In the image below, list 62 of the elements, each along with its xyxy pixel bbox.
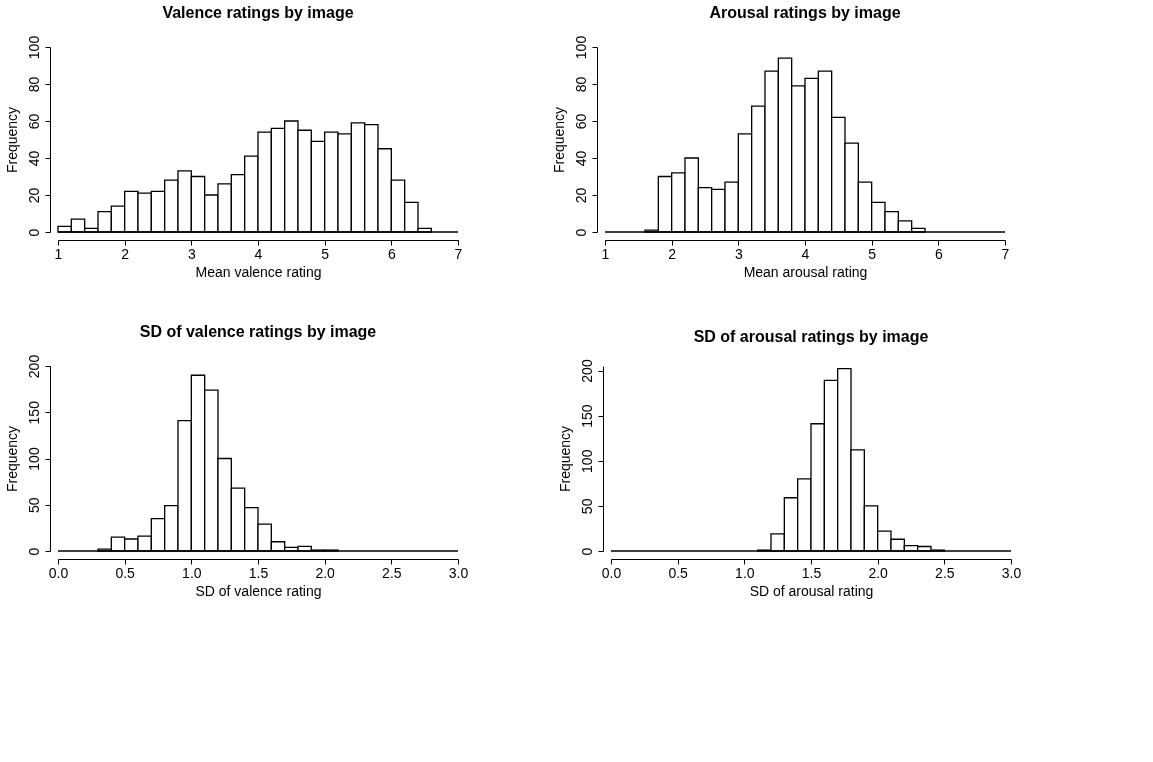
x-tick-label: 1.5 [248, 564, 269, 581]
y-tick-label: 20 [572, 187, 589, 204]
x-tick-label: 0.5 [115, 564, 136, 581]
y-tick-label: 150 [25, 400, 42, 425]
y-tick-label: 100 [25, 35, 42, 60]
x-tick-label: 0.0 [601, 564, 622, 581]
y-tick-label: 0 [578, 547, 595, 556]
x-tick-label: 4 [801, 245, 810, 262]
x-tick-label: 2.0 [868, 564, 889, 581]
x-tick-label: 3 [734, 245, 743, 262]
y-tick-label: 100 [25, 447, 42, 471]
x-tick-label: 3 [187, 245, 196, 262]
y-axis-title: Frequency [550, 106, 567, 174]
chart-title: SD of arousal ratings by image [693, 327, 929, 345]
y-tick-label: 60 [25, 113, 42, 130]
x-tick-label: 6 [387, 245, 396, 262]
x-tick-label: 1.0 [182, 564, 202, 581]
x-tick-label: 5 [321, 245, 330, 262]
x-tick-label: 2.5 [935, 564, 955, 581]
chart-title: SD of valence ratings by image [139, 323, 377, 341]
x-tick-label: 2.0 [315, 564, 336, 581]
x-tick-label: 1.5 [801, 564, 822, 581]
x-tick-label: 1.0 [735, 564, 755, 581]
y-axis-title: Frequency [556, 425, 573, 493]
x-tick-label: 3.0 [1001, 564, 1022, 581]
x-axis-title: SD of arousal rating [749, 582, 874, 599]
x-tick-label: 0.0 [48, 564, 69, 581]
y-tick-label: 150 [578, 404, 595, 428]
x-tick-label: 3.0 [448, 564, 469, 581]
y-tick-label: 40 [572, 150, 589, 167]
y-tick-label: 80 [572, 76, 589, 93]
x-tick-label: 2.5 [382, 564, 402, 581]
y-tick-label: 200 [25, 354, 42, 379]
x-axis-title: Mean arousal rating [743, 263, 868, 280]
x-tick-label: 2 [121, 245, 130, 262]
y-tick-label: 200 [578, 359, 595, 383]
x-tick-label: 0.5 [668, 564, 689, 581]
x-axis-title: SD of valence rating [195, 582, 322, 599]
x-tick-label: 7 [1001, 245, 1010, 262]
y-tick-label: 0 [25, 228, 42, 237]
y-tick-label: 50 [578, 498, 595, 515]
x-tick-label: 2 [668, 245, 677, 262]
x-axis-title: Mean valence rating [195, 263, 322, 280]
chart-title: Arousal ratings by image [709, 4, 901, 22]
y-tick-label: 100 [578, 449, 595, 473]
x-tick-label: 7 [454, 245, 463, 262]
y-tick-label: 100 [572, 35, 589, 60]
y-tick-label: 40 [25, 150, 42, 167]
x-tick-label: 6 [934, 245, 943, 262]
x-tick-label: 1 [54, 245, 63, 262]
y-tick-label: 60 [572, 113, 589, 130]
y-tick-label: 80 [25, 76, 42, 93]
y-tick-label: 0 [25, 547, 42, 556]
y-tick-label: 0 [572, 228, 589, 237]
y-axis-title: Frequency [3, 425, 20, 493]
y-tick-label: 50 [25, 497, 42, 514]
chart-title: Valence ratings by image [162, 4, 354, 22]
y-tick-label: 20 [25, 187, 42, 204]
x-tick-label: 1 [601, 245, 610, 262]
x-tick-label: 4 [254, 245, 263, 262]
y-axis-title: Frequency [3, 106, 20, 174]
x-tick-label: 5 [868, 245, 877, 262]
